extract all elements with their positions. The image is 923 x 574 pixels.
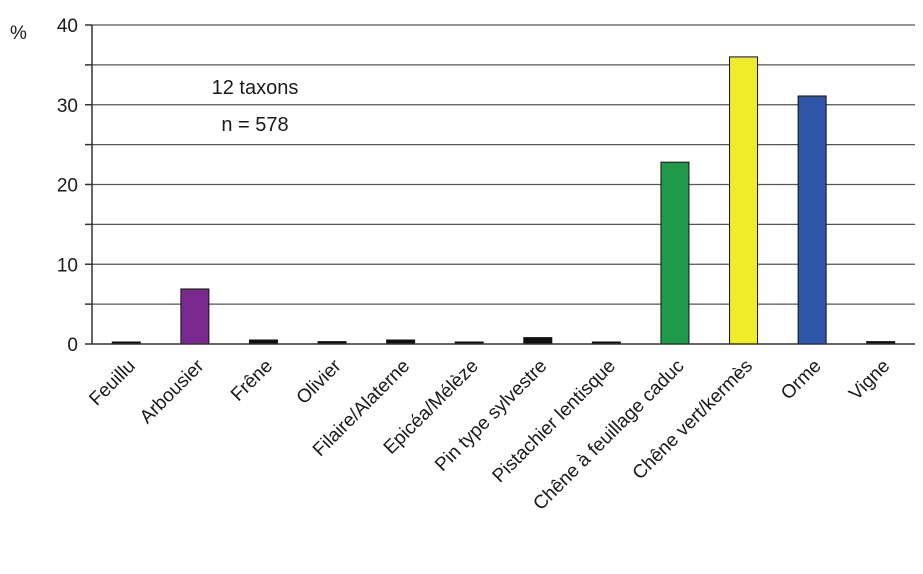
x-category-label: Olivier (293, 355, 346, 408)
x-category-label: Orme (777, 356, 825, 404)
bar-arbousier (180, 288, 210, 345)
bar-orme (797, 95, 827, 345)
x-category-label: Arbousier (136, 355, 209, 428)
bar-ch-ne-feuillage-caduc (660, 161, 690, 345)
y-tick-label: 10 (57, 255, 78, 276)
annotation-taxa-count: 12 taxons (212, 77, 299, 99)
x-category-label: Pistachier lentisque (489, 356, 620, 487)
bar-pin-type-sylvestre (523, 337, 553, 345)
y-axis-unit-label: % (10, 23, 27, 44)
bars (111, 56, 896, 345)
annotation-sample-size: n = 578 (221, 114, 288, 136)
x-category-label: Vigne (845, 356, 894, 405)
gridlines (92, 24, 915, 305)
y-tick-label: 20 (57, 176, 78, 197)
bar-ch-ne-vert-kerm-s (729, 56, 759, 345)
axes (85, 24, 915, 345)
x-category-label: Feuillu (85, 356, 139, 410)
y-tick-label: 30 (57, 96, 78, 117)
x-category-label: Chêne vert/kermès (629, 356, 757, 484)
y-tick-label: 0 (67, 335, 78, 356)
y-tick-labels: 0 10 20 30 40 (57, 16, 78, 356)
y-tick-label: 40 (57, 16, 78, 37)
x-category-label: Frêne (227, 356, 277, 406)
